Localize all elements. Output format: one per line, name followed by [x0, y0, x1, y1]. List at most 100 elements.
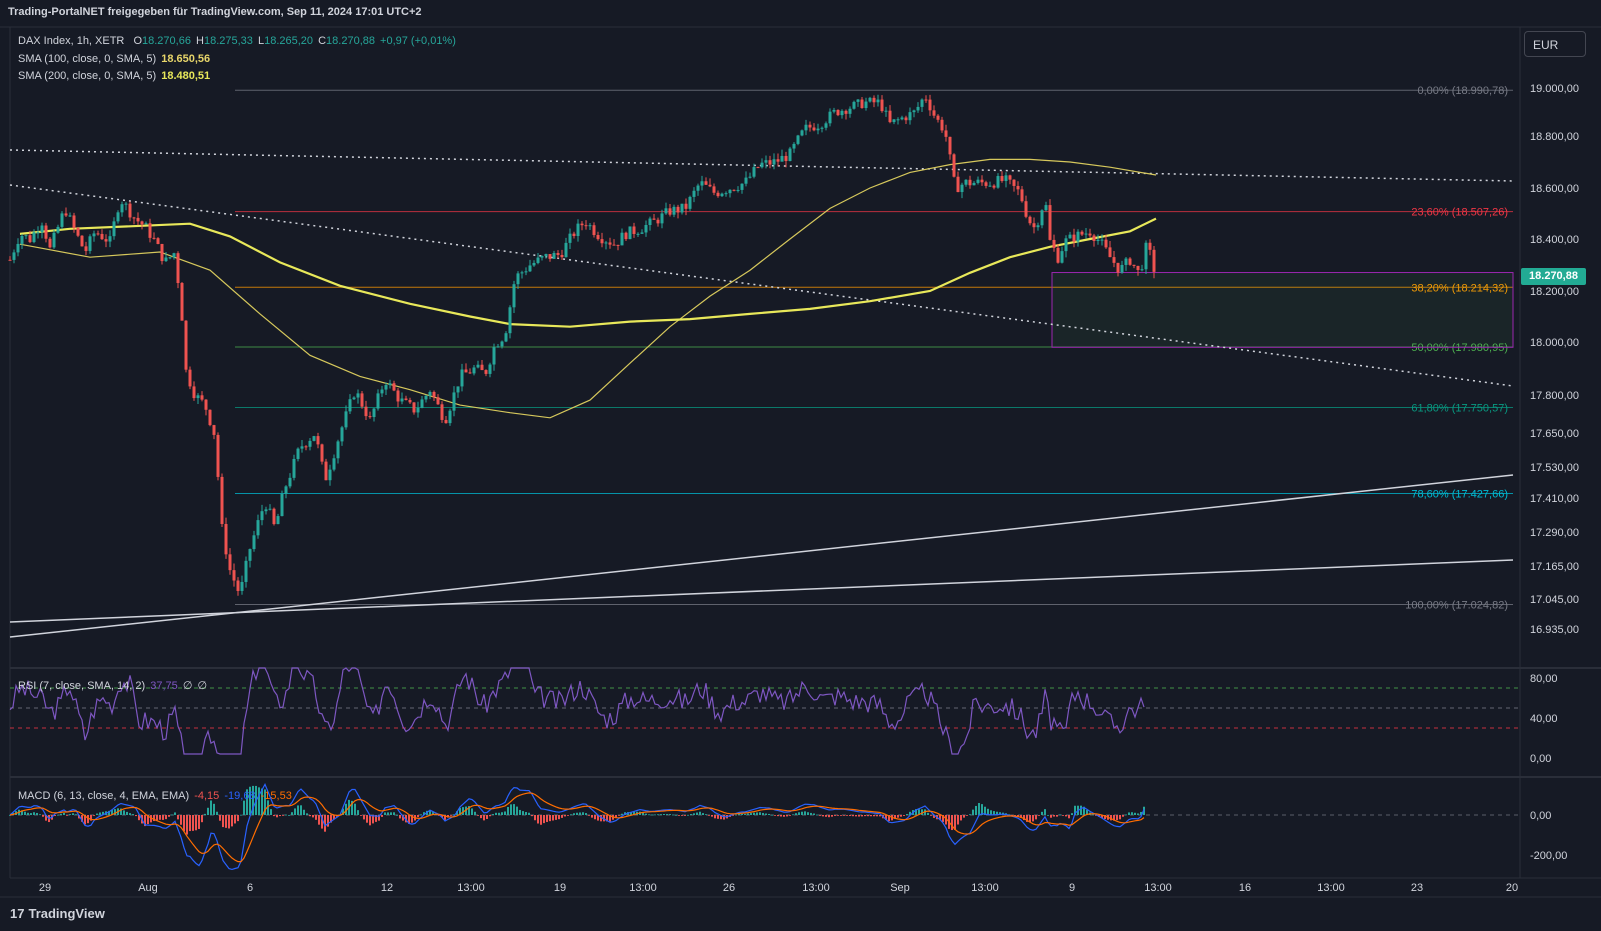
- candle-body: [844, 110, 848, 114]
- macd-hist-bar: [183, 815, 185, 832]
- candle-body: [1088, 233, 1092, 236]
- macd-hist-bar: [33, 812, 35, 815]
- macd-hist-bar: [1131, 812, 1133, 815]
- candle-body: [680, 203, 684, 213]
- macd-hist-bar: [237, 815, 239, 822]
- macd-hist-bar: [213, 803, 215, 815]
- macd-hist-bar: [600, 815, 602, 822]
- macd-hist-bar: [567, 815, 569, 816]
- macd-hist-bar: [564, 815, 566, 817]
- candle-body: [1008, 175, 1012, 180]
- macd-hist-bar: [45, 815, 47, 821]
- candle-body: [160, 243, 164, 262]
- macd-hist-bar: [900, 815, 902, 817]
- macd-hist-bar: [9, 815, 11, 816]
- candle-body: [560, 254, 564, 258]
- candle-body: [60, 213, 64, 227]
- macd-hist-bar: [390, 812, 392, 815]
- macd-hist-bar: [453, 814, 455, 816]
- candle-body: [372, 408, 376, 418]
- sma200-legend[interactable]: SMA (200, close, 0, SMA, 5) 18.480,51: [18, 68, 212, 84]
- macd-hist-bar: [192, 815, 194, 831]
- macd-hist-bar: [876, 815, 878, 817]
- macd-hist-bar: [456, 811, 458, 815]
- macd-hist-bar: [504, 811, 506, 815]
- time-tick-label: Sep: [890, 882, 910, 894]
- macd-hist-bar: [549, 815, 551, 822]
- macd-hist-bar: [174, 812, 176, 815]
- candle-body: [12, 252, 16, 260]
- macd-hist-bar: [264, 789, 266, 815]
- macd-hist-bar: [855, 815, 857, 817]
- macd-hist-bar: [63, 812, 65, 815]
- macd-hist-bar: [831, 815, 833, 817]
- macd-hist-bar: [129, 813, 131, 815]
- candle-body: [608, 242, 612, 245]
- macd-hist-bar: [717, 815, 719, 819]
- macd-hist-bar: [786, 815, 788, 817]
- candle-body: [492, 347, 496, 365]
- rsi-value: 37,75: [150, 680, 178, 692]
- macd-hist-bar: [333, 815, 335, 820]
- candle-body: [116, 212, 120, 222]
- candle-body: [996, 176, 1000, 188]
- candle-body: [884, 110, 888, 112]
- macd-hist-bar: [1104, 815, 1106, 819]
- macd-hist-bar: [696, 812, 698, 815]
- tradingview-brand[interactable]: 17 TradingView: [10, 906, 105, 921]
- rsi-legend[interactable]: RSI (7, close, SMA, 14, 2) 37,75 ∅ ∅: [18, 678, 209, 694]
- macd-hist-bar: [969, 814, 971, 816]
- macd-hist-bar: [774, 815, 776, 816]
- symbol-label[interactable]: DAX Index, 1h, XETR: [18, 35, 125, 47]
- candle-body: [256, 520, 260, 536]
- dotted-trendline-lower: [9, 184, 1514, 387]
- macd-legend[interactable]: MACD (6, 13, close, 4, EMA, EMA) -4,15 -…: [18, 788, 294, 804]
- candle-body: [700, 181, 704, 186]
- macd-hist-bar: [150, 815, 152, 823]
- candle-body: [1140, 269, 1144, 271]
- rsi-extra-2: ∅: [197, 680, 208, 692]
- time-tick-label: 13:00: [629, 882, 657, 894]
- macd-hist-bar: [405, 815, 407, 823]
- macd-hist-bar: [546, 815, 548, 822]
- candle-body: [848, 108, 852, 114]
- macd-hist-bar: [270, 809, 272, 815]
- macd-hist-bar: [1038, 815, 1040, 816]
- macd-hist-bar: [330, 815, 332, 823]
- candle-body: [748, 176, 752, 178]
- macd-hist-bar: [885, 815, 887, 820]
- candle-body: [364, 406, 368, 417]
- candle-body: [896, 119, 900, 121]
- macd-hist-bar: [96, 813, 98, 815]
- macd-line: [9, 783, 1145, 871]
- macd-hist-bar: [771, 814, 773, 816]
- candle-body: [128, 203, 132, 218]
- low-label: L: [257, 35, 265, 47]
- price-tick-label: 18.600,00: [1530, 183, 1579, 195]
- macd-hist-bar: [615, 815, 617, 818]
- sma100-legend[interactable]: SMA (100, close, 0, SMA, 5) 18.650,56: [18, 51, 212, 67]
- fib-level-label: 0,00% (18.990,78): [1417, 85, 1508, 97]
- candle-body: [296, 448, 300, 459]
- macd-hist-bar: [492, 814, 494, 815]
- candle-body: [932, 110, 936, 116]
- candle-body: [1032, 223, 1036, 228]
- candle-body: [816, 128, 820, 131]
- candle-body: [956, 176, 960, 193]
- candle-body: [636, 233, 640, 235]
- candle-body: [648, 218, 652, 226]
- macd-hist-bar: [315, 815, 317, 820]
- candle-body: [336, 441, 340, 459]
- currency-selector[interactable]: EUR: [1524, 31, 1586, 57]
- macd-hist-bar: [441, 815, 443, 818]
- candles-group: [8, 94, 1156, 596]
- macd-hist-bar: [300, 805, 302, 815]
- macd-hist-bar: [402, 815, 404, 821]
- time-tick-label: 29: [39, 882, 51, 894]
- price-tick-label: 17.290,00: [1530, 527, 1579, 539]
- candle-body: [248, 549, 252, 561]
- candle-body: [124, 203, 128, 205]
- macd-hist-bar: [411, 815, 413, 823]
- candle-body: [360, 393, 364, 407]
